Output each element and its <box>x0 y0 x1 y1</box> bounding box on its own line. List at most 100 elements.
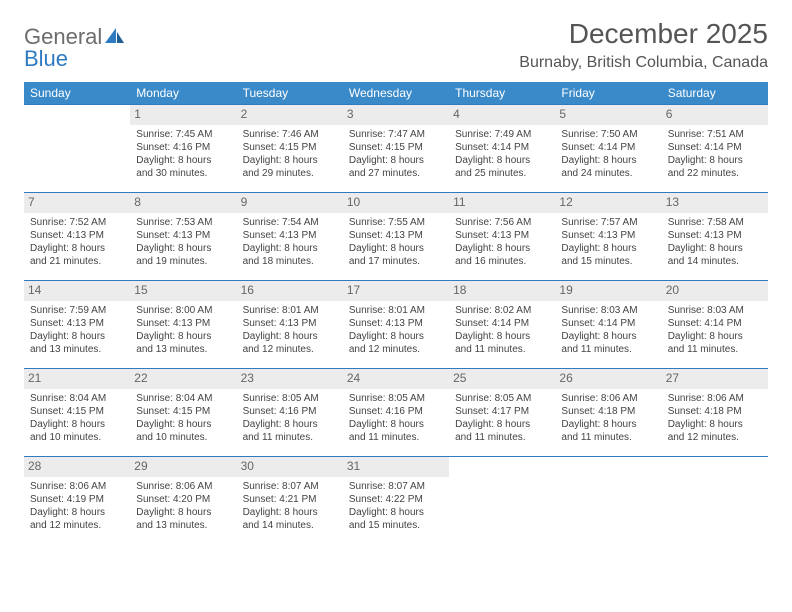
day-info-line: Daylight: 8 hours <box>668 418 762 431</box>
day-cell: 22 Sunrise: 8:04 AMSunset: 4:15 PMDayligh… <box>130 369 236 457</box>
day-number: 7 <box>24 193 130 213</box>
day-info-line: Sunrise: 7:59 AM <box>30 304 124 317</box>
day-info-line: Sunrise: 7:45 AM <box>136 128 230 141</box>
day-info: Sunrise: 8:06 AMSunset: 4:18 PMDaylight:… <box>668 392 762 444</box>
day-info: Sunrise: 8:07 AMSunset: 4:21 PMDaylight:… <box>243 480 337 532</box>
day-cell: 8Sunrise: 7:53 AMSunset: 4:13 PMDaylight… <box>130 193 236 281</box>
day-info-line: Sunrise: 8:06 AM <box>136 480 230 493</box>
day-info-line: Sunrise: 7:46 AM <box>243 128 337 141</box>
day-info-line: and 11 minutes. <box>243 431 337 444</box>
day-info-line: Sunset: 4:16 PM <box>136 141 230 154</box>
day-info-line: Daylight: 8 hours <box>30 242 124 255</box>
day-info-line: Sunrise: 8:01 AM <box>349 304 443 317</box>
day-info: Sunrise: 7:57 AMSunset: 4:13 PMDaylight:… <box>561 216 655 268</box>
day-number: 25 <box>449 369 555 389</box>
day-info: Sunrise: 7:46 AMSunset: 4:15 PMDaylight:… <box>243 128 337 180</box>
week-row: 14Sunrise: 7:59 AMSunset: 4:13 PMDayligh… <box>24 281 768 369</box>
day-info-line: and 11 minutes. <box>561 343 655 356</box>
day-info-line: Sunset: 4:22 PM <box>349 493 443 506</box>
day-info-line: Sunrise: 8:05 AM <box>455 392 549 405</box>
day-info-line: Sunrise: 8:03 AM <box>668 304 762 317</box>
day-cell: 18Sunrise: 8:02 AMSunset: 4:14 PMDayligh… <box>449 281 555 369</box>
day-info-line: Daylight: 8 hours <box>30 330 124 343</box>
day-info-line: Daylight: 8 hours <box>243 330 337 343</box>
day-info-line: Sunrise: 7:51 AM <box>668 128 762 141</box>
week-row: 28Sunrise: 8:06 AMSunset: 4:19 PMDayligh… <box>24 457 768 545</box>
day-info: Sunrise: 8:07 AMSunset: 4:22 PMDaylight:… <box>349 480 443 532</box>
day-info-line: and 11 minutes. <box>668 343 762 356</box>
day-info-line: and 25 minutes. <box>455 167 549 180</box>
location-text: Burnaby, British Columbia, Canada <box>519 54 768 72</box>
day-cell <box>449 457 555 545</box>
day-info-line: Sunrise: 8:06 AM <box>30 480 124 493</box>
day-info-line: and 16 minutes. <box>455 255 549 268</box>
day-info-line: Sunset: 4:18 PM <box>668 405 762 418</box>
day-number: 16 <box>237 281 343 301</box>
day-info-line: and 13 minutes. <box>30 343 124 356</box>
day-info-line: and 10 minutes. <box>136 431 230 444</box>
day-info: Sunrise: 8:04 AMSunset: 4:15 PMDaylight:… <box>136 392 230 444</box>
day-info-line: Sunrise: 8:04 AM <box>30 392 124 405</box>
day-cell: 30Sunrise: 8:07 AMSunset: 4:21 PMDayligh… <box>237 457 343 545</box>
day-info-line: Sunrise: 8:06 AM <box>668 392 762 405</box>
day-info-line: Sunrise: 7:54 AM <box>243 216 337 229</box>
day-info-line: Sunrise: 7:52 AM <box>30 216 124 229</box>
logo-sail-icon <box>104 26 126 49</box>
day-header: Friday <box>555 82 661 105</box>
day-cell: 6 Sunrise: 7:51 AMSunset: 4:14 PMDaylight… <box>662 105 768 193</box>
day-info-line: Sunset: 4:15 PM <box>136 405 230 418</box>
day-info-line: Sunrise: 7:57 AM <box>561 216 655 229</box>
day-info-line: Sunset: 4:15 PM <box>243 141 337 154</box>
day-number: 24 <box>343 369 449 389</box>
day-info: Sunrise: 8:06 AMSunset: 4:18 PMDaylight:… <box>561 392 655 444</box>
day-cell: 16Sunrise: 8:01 AMSunset: 4:13 PMDayligh… <box>237 281 343 369</box>
day-info-line: Sunset: 4:16 PM <box>243 405 337 418</box>
day-info-line: Daylight: 8 hours <box>349 418 443 431</box>
day-info-line: Sunset: 4:14 PM <box>561 141 655 154</box>
day-info-line: and 11 minutes. <box>561 431 655 444</box>
day-info: Sunrise: 7:58 AMSunset: 4:13 PMDaylight:… <box>668 216 762 268</box>
day-info: Sunrise: 8:00 AMSunset: 4:13 PMDaylight:… <box>136 304 230 356</box>
day-cell: 21Sunrise: 8:04 AMSunset: 4:15 PMDayligh… <box>24 369 130 457</box>
day-number: 22 <box>130 369 236 389</box>
day-info: Sunrise: 8:04 AMSunset: 4:15 PMDaylight:… <box>30 392 124 444</box>
day-info-line: and 15 minutes. <box>561 255 655 268</box>
calendar-head: SundayMondayTuesdayWednesdayThursdayFrid… <box>24 82 768 105</box>
day-info-line: Sunrise: 8:05 AM <box>243 392 337 405</box>
day-cell: 27Sunrise: 8:06 AMSunset: 4:18 PMDayligh… <box>662 369 768 457</box>
day-number: 12 <box>555 193 661 213</box>
day-info-line: Sunrise: 8:02 AM <box>455 304 549 317</box>
calendar-body: 1Sunrise: 7:45 AMSunset: 4:16 PMDaylight… <box>24 105 768 545</box>
day-info-line: Daylight: 8 hours <box>243 154 337 167</box>
day-info-line: and 11 minutes. <box>349 431 443 444</box>
day-cell: 31Sunrise: 8:07 AMSunset: 4:22 PMDayligh… <box>343 457 449 545</box>
day-info-line: Sunrise: 8:07 AM <box>349 480 443 493</box>
calendar-page: General December 2025 Burnaby, British C… <box>0 0 792 563</box>
day-info-line: Sunrise: 7:55 AM <box>349 216 443 229</box>
day-cell: 23Sunrise: 8:05 AMSunset: 4:16 PMDayligh… <box>237 369 343 457</box>
day-info: Sunrise: 7:51 AMSunset: 4:14 PMDaylight:… <box>668 128 762 180</box>
day-cell: 10Sunrise: 7:55 AMSunset: 4:13 PMDayligh… <box>343 193 449 281</box>
day-info-line: Sunset: 4:18 PM <box>561 405 655 418</box>
week-row: 7 Sunrise: 7:52 AM Sunset: 4:13 PM Daylight… <box>24 193 768 281</box>
day-info: Sunrise: 7:54 AMSunset: 4:13 PMDaylight:… <box>243 216 337 268</box>
month-title: December 2025 <box>519 18 768 50</box>
day-info-line: Daylight: 8 hours <box>455 242 549 255</box>
day-info-line: Sunrise: 8:06 AM <box>561 392 655 405</box>
day-number: 10 <box>343 193 449 213</box>
day-info: Sunrise: 8:06 AMSunset: 4:19 PMDaylight:… <box>30 480 124 532</box>
day-number: 5 <box>555 105 661 125</box>
day-number: 6 <box>662 105 768 125</box>
logo-blue-row: Blue <box>24 46 68 72</box>
day-info: Sunrise: 8:05 AMSunset: 4:16 PMDaylight:… <box>349 392 443 444</box>
day-header: Thursday <box>449 82 555 105</box>
calendar-table: SundayMondayTuesdayWednesdayThursdayFrid… <box>24 82 768 545</box>
day-cell: 1Sunrise: 7:45 AMSunset: 4:16 PMDaylight… <box>130 105 236 193</box>
day-info-line: Sunset: 4:13 PM <box>349 229 443 242</box>
day-info-line: and 12 minutes. <box>668 431 762 444</box>
day-info-line: Daylight: 8 hours <box>136 506 230 519</box>
header-row: General December 2025 Burnaby, British C… <box>24 18 768 72</box>
day-info-line: Daylight: 8 hours <box>349 154 443 167</box>
day-info-line: Sunrise: 7:49 AM <box>455 128 549 141</box>
day-number: 19 <box>555 281 661 301</box>
